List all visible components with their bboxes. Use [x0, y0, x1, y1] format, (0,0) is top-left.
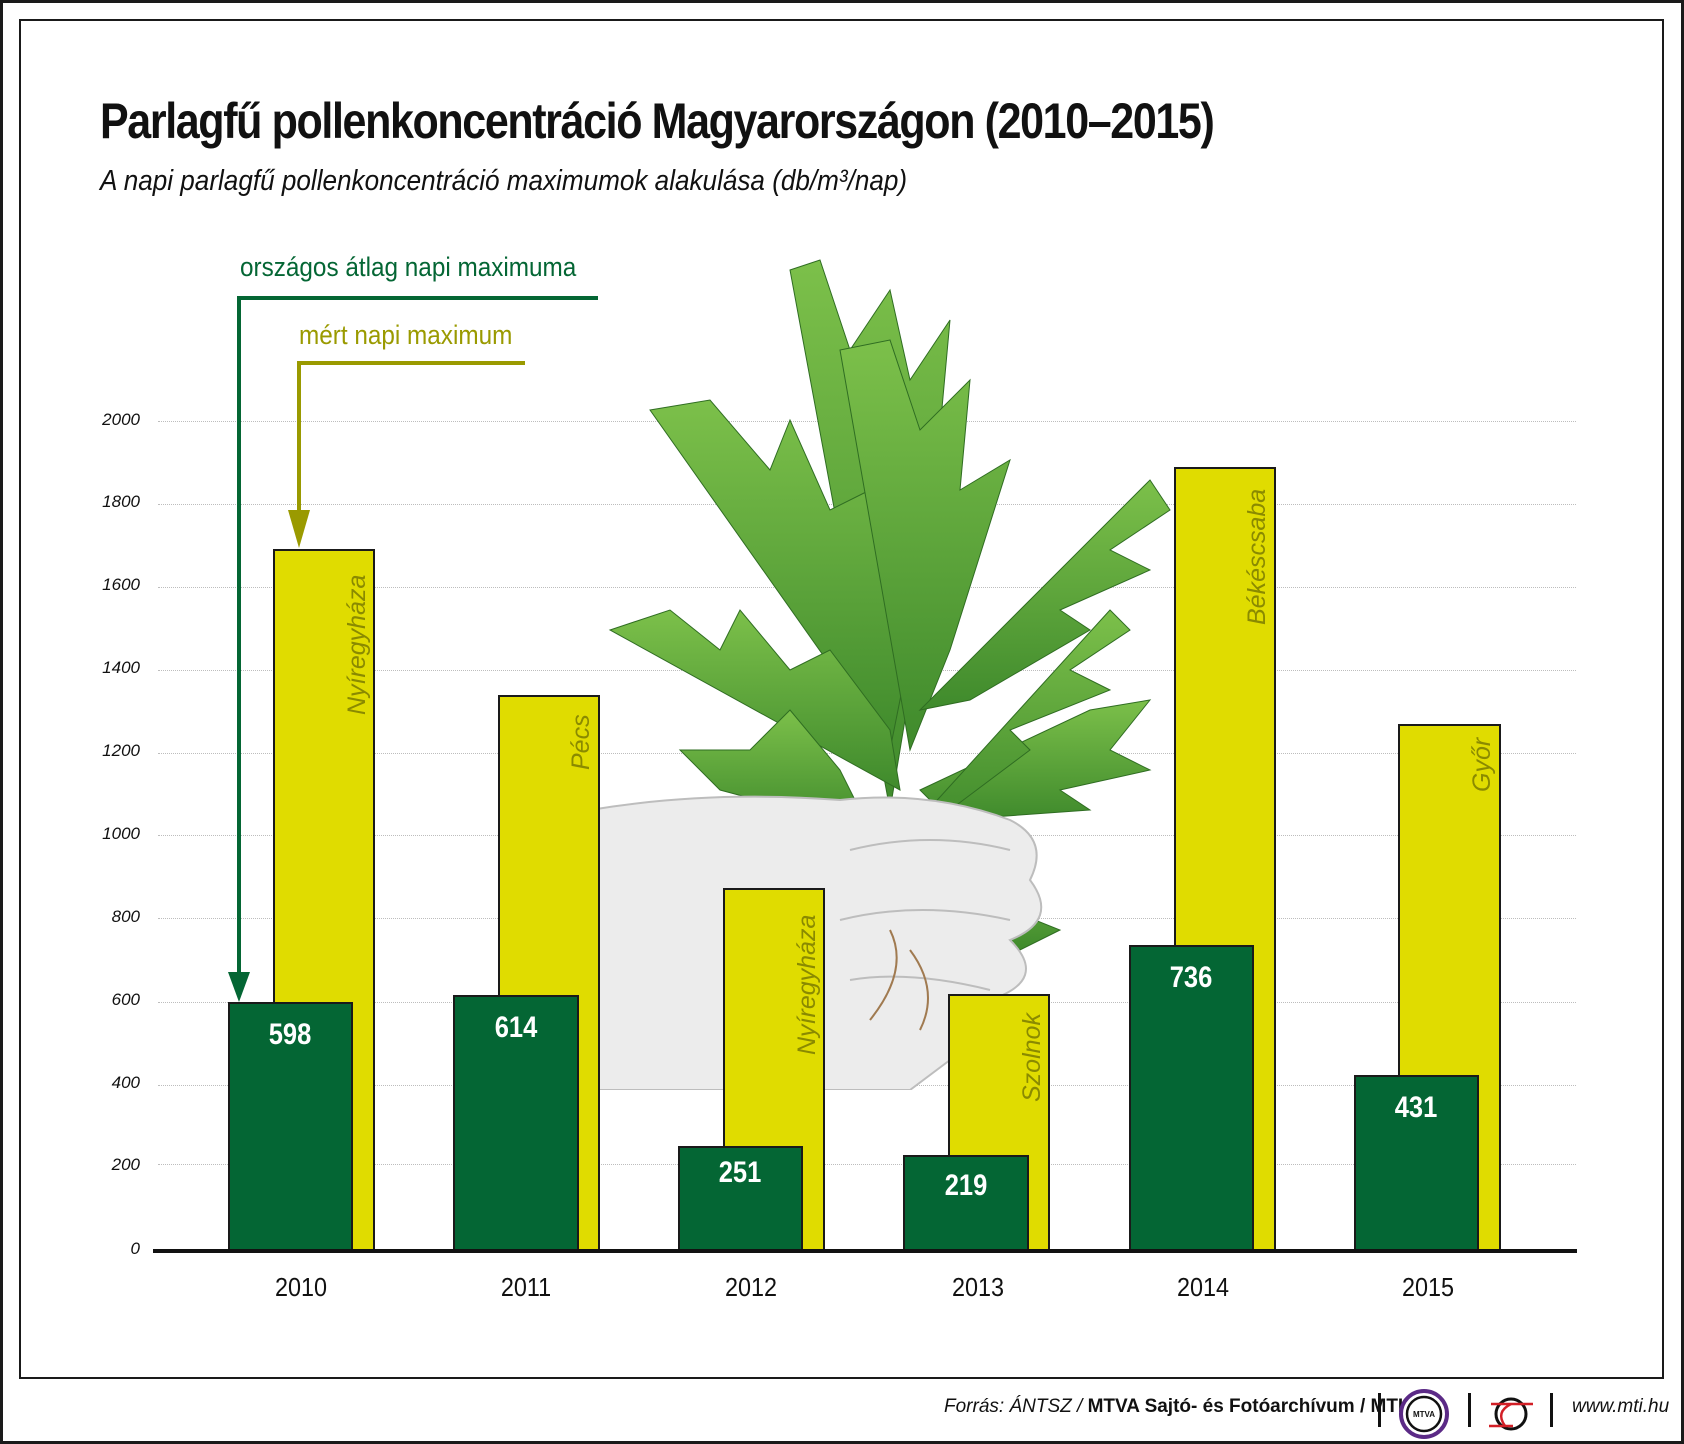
website-link[interactable]: www.mti.hu: [1572, 1396, 1670, 1417]
xtick: 2012: [724, 1272, 778, 1302]
source-credit: Forrás: ÁNTSZ / MTVA Sajtó- és Fotóarchí…: [944, 1396, 1403, 1418]
footer-divider: [1468, 1393, 1471, 1427]
ytick: 1600: [102, 575, 140, 594]
bar-value: 614: [494, 1011, 538, 1044]
mti-logo-icon: [1489, 1397, 1533, 1431]
city-label: Győr: [1468, 737, 1496, 792]
bar-value: 736: [1170, 961, 1213, 994]
ytick: 800: [111, 907, 140, 926]
footer-divider: [1378, 1393, 1381, 1427]
source-prefix: Forrás: ÁNTSZ /: [944, 1396, 1088, 1417]
city-label: Nyíregyháza: [343, 574, 371, 715]
ytick: 1400: [102, 658, 140, 677]
mtva-logo-icon: MTVA: [1399, 1389, 1449, 1439]
ytick: 1200: [102, 741, 140, 760]
city-label: Pécs: [567, 714, 595, 770]
xtick: 2013: [951, 1272, 1005, 1302]
ytick: 0: [130, 1239, 140, 1258]
bar-average-2015: 431: [1354, 1075, 1479, 1252]
bar-value: 598: [269, 1018, 312, 1051]
bar-average-2010: 598: [228, 1002, 353, 1252]
gridline-200: [158, 1164, 1576, 1165]
bar-average-2014: 736: [1129, 945, 1254, 1252]
ytick: 2000: [102, 410, 140, 429]
source-agency: MTVA Sajtó- és Fotóarchívum / MTI: [1087, 1396, 1404, 1417]
ragweed-plant-illustration: [590, 259, 1171, 1090]
footer-divider: [1550, 1393, 1553, 1427]
bar-average-2013: 219: [903, 1155, 1029, 1252]
ytick: 1000: [102, 824, 140, 843]
mtva-logo-text: MTVA: [1413, 1410, 1435, 1419]
bar-average-2012: 251: [678, 1146, 803, 1252]
xtick: 2014: [1176, 1272, 1230, 1302]
ytick: 400: [111, 1073, 140, 1092]
bar-value: 431: [1395, 1091, 1438, 1124]
city-label: Békéscsaba: [1243, 488, 1271, 625]
ytick: 600: [111, 990, 140, 1009]
ytick: 200: [111, 1155, 140, 1174]
chart-subtitle: A napi parlagfű pollenkoncentráció maxim…: [100, 165, 908, 197]
bar-value: 251: [719, 1156, 762, 1189]
bar-value: 219: [944, 1169, 988, 1202]
bar-average-2011: 614: [453, 995, 579, 1252]
chart-title: Parlagfű pollenkoncentráció Magyarország…: [100, 93, 1215, 149]
xtick: 2015: [1401, 1272, 1455, 1302]
x-axis-line: [153, 1249, 1577, 1253]
city-label: Szolnok: [1018, 1013, 1046, 1102]
xtick: 2010: [274, 1272, 328, 1302]
ytick: 1800: [102, 492, 140, 511]
legend-national-average: országos átlag napi maximuma: [240, 252, 577, 282]
xtick: 2011: [500, 1272, 552, 1302]
city-label: Nyíregyháza: [793, 914, 821, 1055]
legend-measured-max: mért napi maximum: [299, 320, 513, 350]
chart-frame: [19, 19, 1664, 1379]
